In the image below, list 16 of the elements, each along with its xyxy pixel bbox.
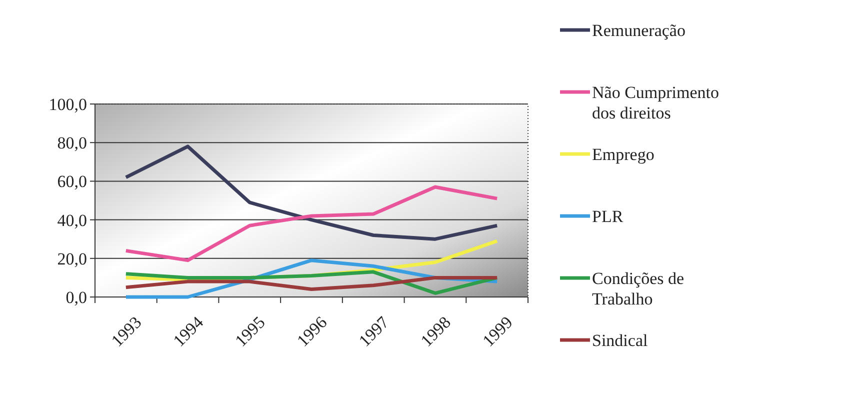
line-series: [124, 270, 499, 295]
legend-label: Condições de Trabalho: [592, 268, 684, 308]
y-tick-label: 0,0: [66, 288, 87, 307]
legend-label: Emprego: [592, 144, 654, 164]
y-tick-label: 100,0: [48, 94, 87, 114]
legend-label: Não Cumprimento dos direitos: [592, 82, 720, 122]
legend-label: Sindical: [592, 330, 648, 350]
y-tick-label: 80,0: [57, 134, 87, 153]
y-tick-label: 60,0: [57, 172, 87, 192]
line-series: [124, 185, 499, 262]
legend-label: PLR: [592, 206, 624, 226]
y-tick-label: 20,0: [57, 249, 87, 268]
line-series: [124, 144, 499, 241]
y-tick-label: 40,0: [57, 210, 87, 230]
line-series: [124, 276, 499, 292]
legend-label: Remuneração: [592, 20, 686, 40]
